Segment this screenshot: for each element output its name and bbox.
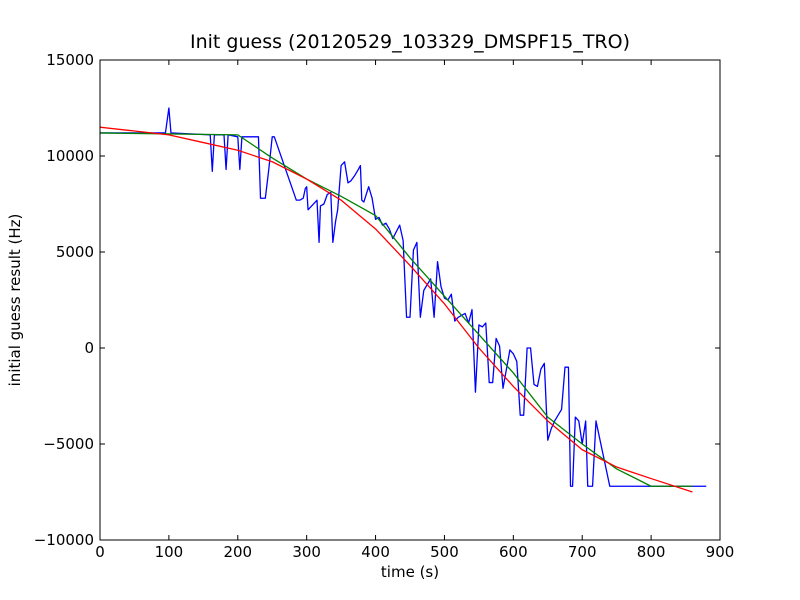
plot-frame [99, 59, 721, 541]
x-tick-label: 600 [499, 543, 528, 561]
x-tick-label: 800 [637, 543, 666, 561]
x-tick-label: 700 [568, 543, 597, 561]
y-tick-label: 10000 [46, 147, 94, 165]
y-tick-label: 5000 [56, 243, 94, 261]
series-line-2 [99, 126, 693, 493]
series-line-0 [100, 107, 707, 487]
x-tick-label: 200 [223, 543, 252, 561]
x-tick-label: 900 [706, 543, 735, 561]
x-tick-label: 0 [95, 543, 105, 561]
y-tick-label: 0 [84, 339, 94, 357]
series-layer [99, 107, 707, 493]
y-tick-label: 15000 [46, 51, 94, 69]
x-tick-label: 500 [430, 543, 459, 561]
ticks-layer: 0 100 200 300 400 500 600 700 800 900 −10000 −5000 0… [34, 51, 735, 561]
y-axis-label: initial guess result (Hz) [6, 214, 24, 387]
x-tick-label: 400 [361, 543, 390, 561]
chart-title: Init guess (20120529_103329_DMSPF15_TRO) [190, 31, 630, 53]
x-tick-label: 300 [292, 543, 321, 561]
x-tick-label: 100 [155, 543, 184, 561]
x-axis-label: time (s) [381, 563, 439, 581]
y-tick-label: −5000 [43, 435, 94, 453]
y-tick-label: −10000 [34, 531, 94, 549]
